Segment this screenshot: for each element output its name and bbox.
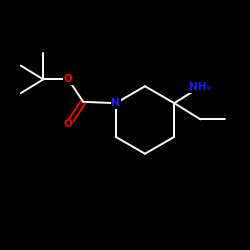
Text: N: N — [112, 98, 120, 108]
Text: O: O — [64, 120, 73, 130]
Text: NH₂: NH₂ — [190, 82, 212, 92]
Text: O: O — [64, 74, 73, 85]
